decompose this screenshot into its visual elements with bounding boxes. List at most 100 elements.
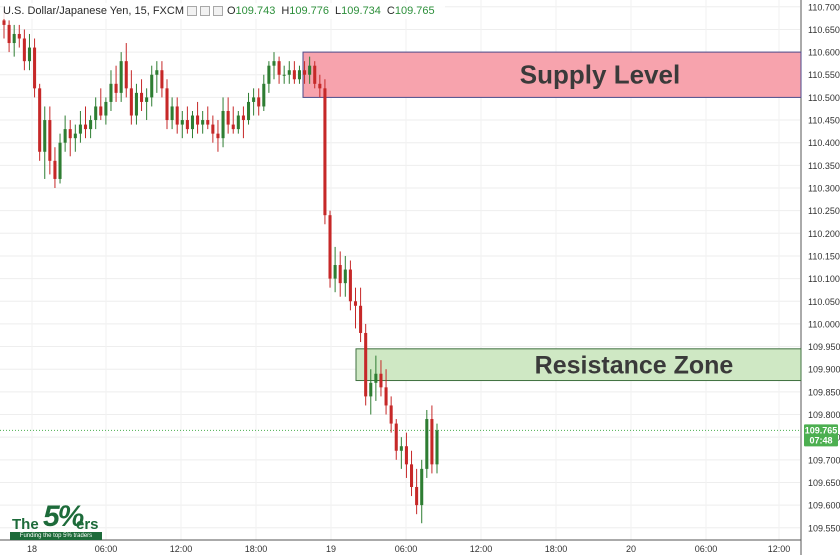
bar-countdown: 07:48 — [809, 435, 832, 445]
close-value: 109.765 — [394, 5, 435, 17]
price-tick-label: 110.050 — [808, 297, 840, 307]
time-tick-label: 18 — [27, 544, 37, 554]
candle-body — [211, 124, 215, 134]
price-tick-label: 110.300 — [808, 184, 840, 194]
price-tick-label: 109.900 — [808, 365, 840, 375]
price-tick-label: 110.100 — [808, 274, 840, 284]
candle-body — [129, 88, 133, 116]
candle-body — [252, 97, 256, 102]
candle-body — [17, 33, 21, 39]
candle-body — [318, 83, 322, 89]
candle-body — [272, 61, 276, 66]
price-tick-label: 110.550 — [808, 70, 840, 80]
candle-body — [338, 265, 342, 284]
candle-body — [369, 382, 373, 397]
price-tick-label: 110.000 — [808, 319, 840, 329]
candle-body — [22, 38, 26, 62]
time-tick-label: 12:00 — [768, 544, 791, 554]
settings-icon[interactable] — [199, 6, 210, 16]
time-tick-label: 06:00 — [695, 544, 718, 554]
candle-body — [140, 92, 144, 102]
candle-body — [221, 110, 225, 139]
candle-body — [430, 419, 434, 465]
resistance-zone[interactable] — [355, 348, 802, 382]
candle-body — [99, 106, 103, 116]
open-label: O — [226, 5, 236, 17]
candle-body — [374, 373, 378, 383]
candle-body — [287, 70, 291, 75]
candle-body — [145, 97, 149, 102]
candle-body — [410, 464, 414, 487]
candle-body — [364, 332, 368, 397]
candle-body — [53, 160, 57, 179]
price-tick-label: 109.950 — [808, 342, 840, 352]
candle-body — [267, 65, 271, 84]
time-tick-label: 18:00 — [545, 544, 568, 554]
low-label: L — [335, 5, 342, 17]
candle-body — [231, 124, 235, 130]
candle-body — [155, 70, 159, 75]
price-tick-label: 110.500 — [808, 93, 840, 103]
candle-body — [246, 101, 251, 121]
logo-five: 5% — [43, 500, 84, 533]
price-tick-label: 110.450 — [808, 116, 840, 126]
price-tick-label: 110.400 — [808, 138, 840, 148]
logo-tail: ers — [76, 516, 99, 533]
time-tick-label: 12:00 — [470, 544, 493, 554]
candle-body — [241, 115, 245, 121]
logo-tagline: Funding the top 5% traders — [10, 532, 102, 540]
candle-body — [343, 269, 347, 284]
price-tick-label: 110.700 — [808, 2, 840, 12]
eye-toggle-icon[interactable] — [186, 6, 197, 16]
candle-body — [353, 301, 358, 306]
candle-body — [415, 486, 419, 506]
candle-body — [277, 61, 281, 75]
time-tick-label: 18:00 — [245, 544, 268, 554]
candle-body — [359, 305, 363, 333]
candle-body — [389, 405, 393, 424]
candle-body — [180, 120, 184, 125]
supply-level-label: Supply Level — [520, 60, 680, 90]
candle-body — [2, 20, 6, 25]
close-label: C — [386, 5, 395, 17]
candle-body — [89, 120, 93, 130]
candle-body — [48, 120, 52, 161]
candle-body — [73, 133, 77, 139]
candle-body — [216, 133, 220, 139]
resistance-zone-label: Resistance Zone — [535, 352, 734, 380]
candle-body — [384, 387, 388, 406]
high-label: H — [281, 5, 290, 17]
price-tick-label: 110.350 — [808, 161, 840, 171]
price-tick-label: 110.600 — [808, 48, 840, 58]
candle-body — [175, 106, 179, 125]
more-options-icon[interactable] — [212, 6, 223, 16]
candle-body — [160, 70, 164, 89]
candle-body — [226, 110, 230, 125]
candle-body — [63, 129, 67, 143]
candle-body — [313, 65, 317, 84]
candle-body — [78, 124, 82, 134]
candle-body — [7, 24, 11, 44]
candle-body — [114, 83, 118, 93]
candle-body — [297, 70, 301, 80]
candle-body — [109, 83, 113, 102]
candle-body — [27, 47, 31, 62]
series-legend: U.S. Dollar/Japanese Yen, 15, FXCM O 109… — [3, 3, 445, 19]
candle-body — [420, 468, 424, 506]
candle-body — [292, 70, 296, 80]
candle-body — [38, 88, 42, 152]
supply-level-zone[interactable] — [302, 51, 802, 98]
price-tick-label: 110.150 — [808, 251, 840, 261]
candle-body — [323, 88, 327, 216]
candle-body — [236, 115, 240, 130]
candle-body — [201, 120, 205, 125]
candle-body — [150, 74, 154, 98]
price-tick-label: 110.250 — [808, 206, 840, 216]
candle-body — [399, 446, 403, 451]
candle-body — [262, 83, 266, 107]
candle-body — [68, 129, 72, 139]
time-tick-label: 20 — [626, 544, 636, 554]
candle-body — [58, 142, 62, 179]
